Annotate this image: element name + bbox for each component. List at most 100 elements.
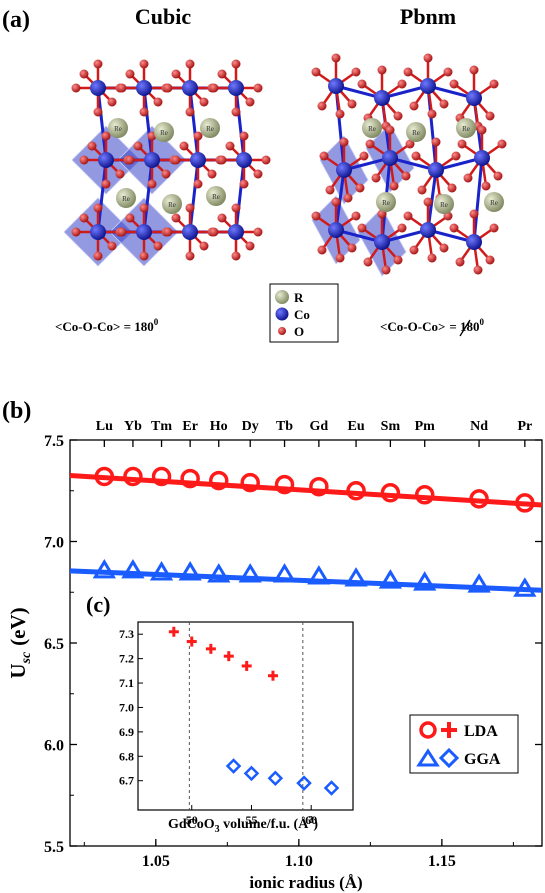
oxygen-atom [161,169,171,179]
cobalt-atom [420,78,436,94]
oxygen-atom [449,79,459,89]
cobalt-atom [190,152,206,168]
pbnm-title: Pbnm [400,4,456,29]
oxygen-atom [393,255,403,265]
c-xlabel-rest: volume/f.u. (Å [220,816,310,832]
b-xtick-label: 1.05 [142,853,170,870]
oxygen-atom [469,65,479,75]
legend-co-label: Co [294,307,310,322]
gga-point [344,567,368,587]
b-axis-ticks: 5.5 6.0 6.5 7.0 7.5 1.05 1.10 1.15 [44,433,542,870]
lda-point [469,489,489,509]
oxygen-atom [325,185,335,195]
oxygen-atom [311,67,321,77]
oxygen-atom [171,213,181,223]
rare-earth-atom [456,118,476,138]
b-ytick-label: 7.5 [44,433,64,450]
oxygen-atom [245,97,255,107]
lda-point [94,466,115,487]
cubic-angle-caption: <Co-O-Co> = 1800 [55,317,159,334]
cobalt-atom [474,150,490,166]
gga-inset-point [296,775,312,791]
oxygen-atom [163,227,173,237]
oxygen-atom [231,203,241,213]
oxygen-atom [423,53,433,63]
oxygen-atom [185,203,195,213]
oxygen-atom [397,79,407,89]
oxygen-atom [253,169,263,179]
oxygen-atom [71,83,81,93]
oxygen-atom [239,179,249,189]
oxygen-atom [245,241,255,251]
cobalt-atom [182,224,198,240]
pbnm-angle-caption-rhs: = 180 [449,319,479,334]
oxygen-atom [357,223,367,233]
oxygen-atom [147,179,157,189]
cobalt-atom [328,222,344,238]
atom-legend: R Co O [269,283,339,343]
element-label-nd: Nd [470,419,488,434]
c-ytick-label: 6.9 [119,725,134,739]
oxygen-atom [469,209,479,219]
gga-diamond-icon [438,747,460,769]
gga-inset-point [323,780,340,796]
r-atom-swatch [275,290,289,304]
rare-earth-atom [406,122,426,142]
lda-point [380,483,401,503]
element-label-tb: Tb [276,419,293,434]
oxygen-atom [331,197,341,207]
co-o-bond [472,157,484,243]
gga-point [178,561,202,581]
element-label-er: Er [182,419,198,434]
co-o-bond [96,159,108,233]
oxygen-atom [409,101,419,111]
cobalt-atom [420,222,436,238]
oxygen-atom [351,211,361,221]
b-ylabel-unit: (eV) [6,607,30,645]
b-legend-lda: LDA [464,723,498,740]
lda-point [515,493,535,513]
element-label-yb: Yb [124,419,142,434]
rare-earth-atom-label: Re [462,125,470,133]
oxygen-atom [209,227,219,237]
oxygen-atom [439,243,449,253]
rare-earth-atom [162,194,182,214]
oxygen-atom [347,243,357,253]
cobalt-atom [374,90,390,106]
oxygen-atom [411,151,421,161]
oxygen-atom [115,169,125,179]
panel-b: (b) Lu Yb Tm Er Ho Dy Tb Gd Eu Sm Pm Nd Pr 5.5 6.0 6.5… [2,398,543,892]
oxygen-atom [363,257,373,267]
co-o-bond [96,87,108,161]
rare-earth-atom [206,186,226,206]
oxygen-atom [449,223,459,233]
oxygen-atom [79,213,89,223]
oxygen-atom [451,151,461,161]
gga-inset-point [243,765,260,782]
oxygen-atom [403,211,413,221]
oxygen-atom [493,171,503,181]
oxygen-atom [351,67,361,77]
oxygen-atom [217,69,227,79]
lda-point [309,476,329,497]
oxygen-atom [139,203,149,213]
element-label-pr: Pr [517,419,532,434]
rare-earth-atom-label: Re [114,125,122,133]
element-label-pm: Pm [415,419,436,434]
b-xlabel: ionic radius (Å) [249,873,362,892]
c-xtick-label: 50 [186,813,198,827]
b-ytick-label: 7.0 [44,535,64,552]
oxygen-atom [93,59,103,69]
oxygen-atom [207,169,217,179]
oxygen-atom [359,151,369,161]
element-label-sm: Sm [381,419,401,434]
b-ytick-label: 6.5 [44,636,64,653]
c-ytick-label: 7.3 [119,627,134,641]
oxygen-atom [443,67,453,77]
oxygen-atom [139,251,149,261]
oxygen-atom [117,83,127,93]
oxygen-atom [485,255,495,265]
legend-r-label: R [294,290,304,305]
